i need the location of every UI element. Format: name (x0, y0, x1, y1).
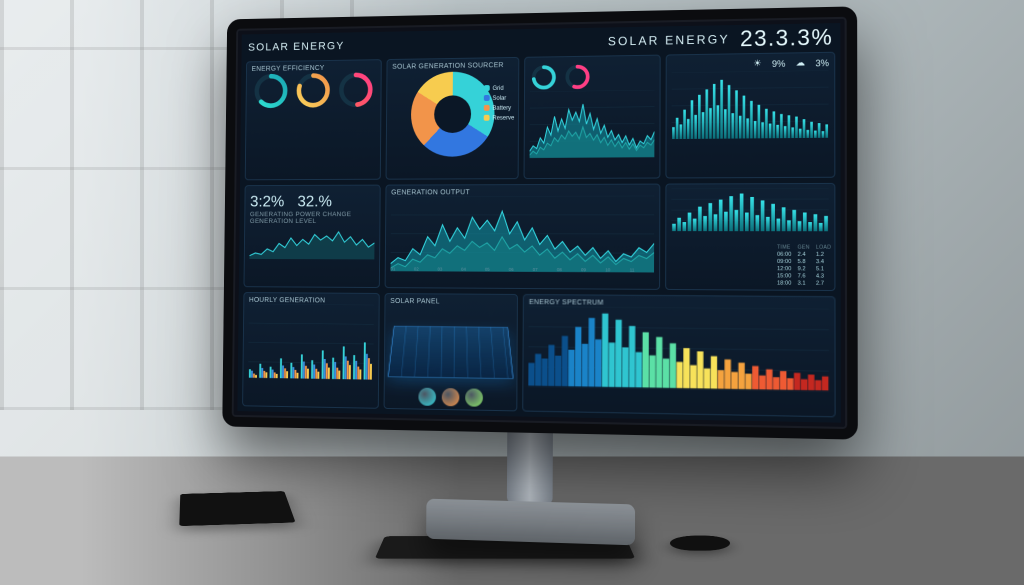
header-left: SOLAR ENERGY (246, 34, 519, 56)
mouse-prop (669, 536, 730, 551)
table-cell: 2.7 (816, 281, 831, 287)
table-cell: 4.3 (816, 273, 831, 279)
svg-text:11: 11 (630, 267, 635, 272)
table-cell: 9.2 (798, 266, 810, 272)
donut-label: SOLAR GENERATION SOURCER (392, 62, 513, 71)
legend-item: Grid (484, 84, 515, 94)
table-panel[interactable]: TIME GEN LOAD 06:00 2.4 1.2 09:00 5.8 3.4 12:00 9.… (666, 183, 836, 291)
svg-text:10: 10 (605, 267, 611, 272)
data-table: TIME GEN LOAD 06:00 2.4 1.2 09:00 5.8 3.4 12:00 9.… (777, 245, 831, 287)
header-right: SOLAR ENERGY 23.3.3% (524, 28, 835, 52)
kpi-sparkline (249, 225, 374, 260)
table-cell: 12:00 (777, 266, 791, 272)
header-title-right: SOLAR ENERGY (608, 32, 730, 48)
monitor-stand-base (426, 499, 635, 546)
svg-text:08: 08 (557, 267, 562, 272)
dense-bar-chart (672, 70, 829, 139)
header-title-left: SOLAR ENERGY (248, 40, 344, 53)
table-cell: 7.6 (798, 273, 810, 279)
solar-pill-row (385, 387, 517, 407)
dashboard-screen: SOLAR ENERGY SOLAR ENERGY 23.3.3% ENERGY… (237, 23, 841, 423)
table-cell: 18:00 (777, 280, 791, 286)
monitor-bezel: SOLAR ENERGY SOLAR ENERGY 23.3.3% ENERGY… (222, 6, 858, 439)
table-cell: 5.8 (798, 259, 810, 265)
weather-row: ☀ 9% ☁ 3% (672, 57, 829, 71)
header-kpi: 23.3.3% (740, 24, 833, 52)
table-header: GEN (798, 245, 810, 251)
svg-text:03: 03 (438, 266, 443, 271)
weather-value: 9% (772, 58, 785, 68)
kpi-big-b: 32.% (297, 193, 332, 211)
status-pill (418, 388, 436, 406)
kpi-numbers-panel[interactable]: 3:2% 32.% GENERATING POWER CHANGE GENERA… (244, 184, 381, 288)
mini-rings-panel[interactable] (524, 55, 661, 179)
mini-rings (530, 62, 655, 92)
spectrum-panel[interactable]: ENERGY SPECTRUM (522, 294, 835, 417)
table-header: TIME (777, 245, 791, 251)
solar-panel-graphic (388, 326, 514, 379)
area2-label: GENERATION OUTPUT (391, 188, 654, 196)
generation-area-chart (530, 90, 655, 158)
gauge-ring (295, 72, 331, 109)
table-cell: 06:00 (777, 252, 791, 258)
table-header: LOAD (816, 245, 831, 251)
svg-text:02: 02 (414, 266, 419, 271)
cloud-icon: ☁ (796, 57, 805, 68)
table-cell: 2.4 (798, 252, 810, 258)
gauges-panel[interactable]: ENERGY EFFICIENCY (245, 59, 382, 180)
spectrum-area-chart (529, 306, 830, 392)
kpi-sub-b: GENERATION LEVEL (250, 218, 375, 225)
multibar-label: HOURLY GENERATION (249, 297, 374, 305)
right-bars-panel[interactable]: ☀ 9% ☁ 3% (666, 52, 836, 179)
donut-chart (410, 71, 494, 157)
gauge-ring (338, 71, 374, 109)
donut-panel[interactable]: SOLAR GENERATION SOURCER GridSolarBatter… (386, 57, 520, 180)
status-pill (441, 388, 459, 406)
status-pill (465, 388, 483, 406)
legend-item: Solar (484, 94, 515, 104)
hourly-bar-chart (248, 304, 374, 383)
svg-text:09: 09 (581, 267, 587, 272)
svg-text:05: 05 (485, 266, 490, 271)
gauge-row (251, 71, 376, 110)
solar-label: SOLAR PANEL (390, 298, 512, 306)
sun-icon: ☀ (753, 58, 761, 69)
table-cell: 1.2 (816, 252, 831, 258)
kpi-big-a: 3:2% (250, 194, 284, 212)
table-cell: 3.1 (798, 281, 810, 287)
table-cell: 15:00 (777, 273, 791, 279)
mini-ring (530, 63, 558, 91)
multibar-panel[interactable]: HOURLY GENERATION (242, 292, 380, 409)
generation-area-chart-wide: 010203040506070809101112 (391, 195, 655, 272)
gauge-ring (253, 72, 289, 109)
area2-panel[interactable]: GENERATION OUTPUT 01 02 03 04 05 06 07 08 09 10 11… (385, 183, 661, 290)
donut-legend: GridSolarBatteryReserve (484, 84, 515, 124)
mini-ring (564, 63, 592, 91)
legend-item: Battery (484, 104, 515, 114)
solar-panel[interactable]: SOLAR PANEL (384, 293, 519, 411)
svg-text:07: 07 (533, 267, 538, 272)
monitor-stand-neck (507, 422, 553, 504)
svg-text:04: 04 (461, 266, 466, 271)
weather-value: 3% (815, 57, 829, 67)
table-cell: 3.4 (816, 259, 831, 265)
svg-text:01: 01 (391, 266, 396, 271)
legend-item: Reserve (484, 114, 515, 124)
monitor: SOLAR ENERGY SOLAR ENERGY 23.3.3% ENERGY… (222, 6, 858, 439)
notebook-prop (179, 491, 295, 526)
table-cell: 09:00 (777, 259, 791, 265)
table-cell: 5.1 (816, 266, 831, 272)
dense-bar-chart-small (672, 188, 829, 232)
svg-text:06: 06 (509, 267, 514, 272)
